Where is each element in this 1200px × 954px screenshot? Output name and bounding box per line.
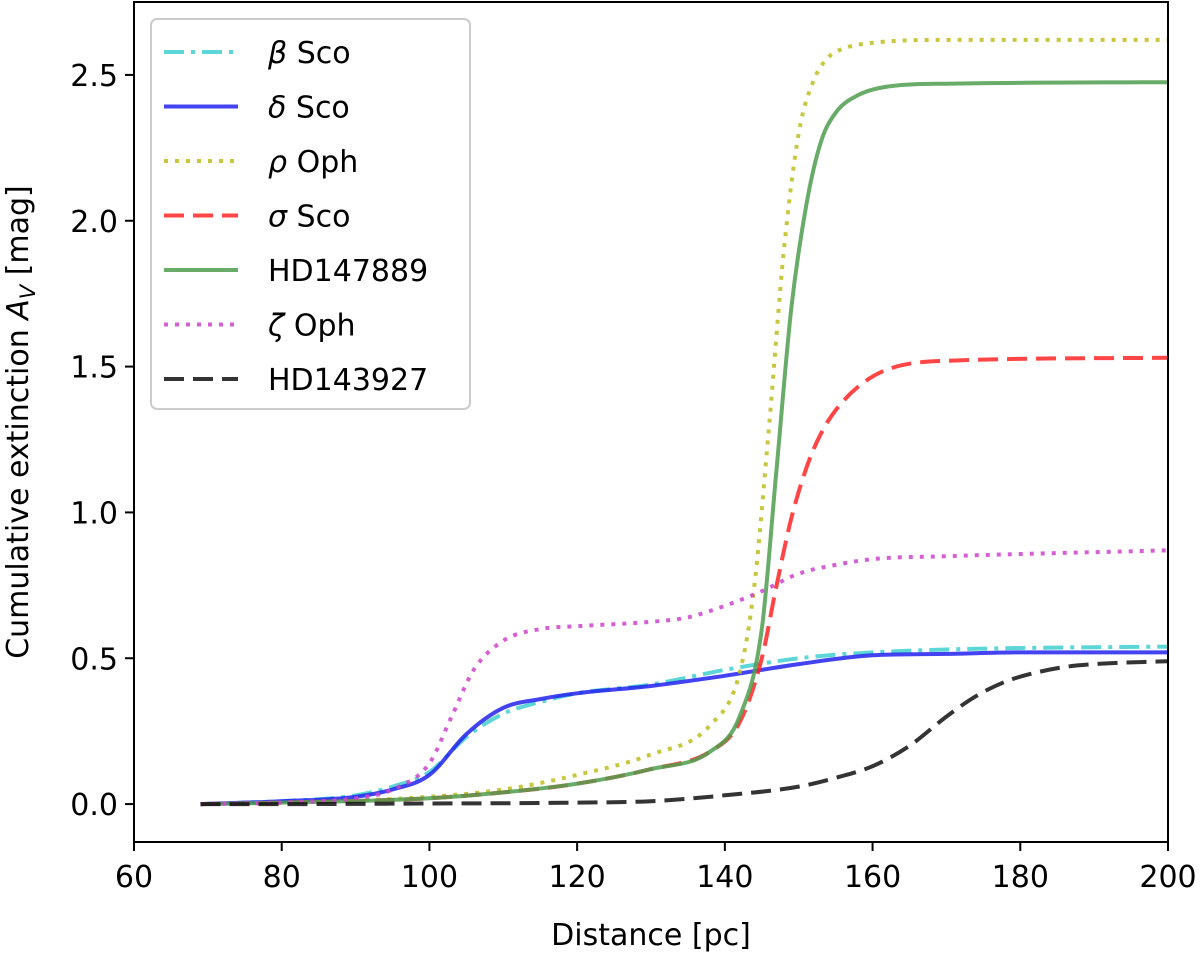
legend-label: δ Sco bbox=[268, 91, 350, 126]
x-tick-label: 160 bbox=[844, 860, 901, 895]
legend-label-text: HD147889 bbox=[268, 254, 428, 289]
y-tick-label: 1.0 bbox=[70, 496, 118, 531]
y-tick-label: 0.0 bbox=[70, 788, 118, 823]
x-tick-label: 120 bbox=[549, 860, 606, 895]
y-axis-label-prefix: Cumulative extinction bbox=[1, 320, 36, 659]
legend-label: HD147889 bbox=[268, 254, 428, 289]
series-line-4 bbox=[200, 80, 1169, 807]
legend-label: HD143927 bbox=[268, 363, 428, 398]
legend-label-symbol: ζ bbox=[267, 309, 286, 344]
x-tick-label: 180 bbox=[992, 860, 1049, 895]
x-tick-label: 60 bbox=[115, 860, 153, 895]
legend-box bbox=[150, 18, 471, 410]
legend-label-text: Sco bbox=[287, 200, 350, 235]
y-axis-label-symbol: A bbox=[1, 299, 36, 322]
y-axis-label-subscript: V bbox=[16, 283, 40, 299]
legend-label-text: Sco bbox=[286, 91, 349, 126]
legend-label-symbol: δ bbox=[268, 91, 286, 126]
y-tick-label: 1.5 bbox=[70, 351, 118, 386]
x-tick-label: 100 bbox=[401, 860, 458, 895]
series-line-0 bbox=[200, 644, 1169, 807]
legend-label: ζ Oph bbox=[267, 309, 356, 344]
legend-label: β Sco bbox=[267, 36, 351, 71]
y-tick-label: 2.5 bbox=[70, 59, 118, 94]
y-axis: 0.0 0.5 1.0 1.5 2.0 2.5 bbox=[70, 59, 134, 823]
x-axis: 60 80 100 120 140 160 180 200 bbox=[115, 842, 1197, 895]
series-layer bbox=[200, 37, 1169, 807]
legend-label-text: Oph bbox=[284, 309, 355, 344]
x-tick-label: 140 bbox=[696, 860, 753, 895]
x-axis-label: Distance [pc] bbox=[551, 918, 751, 953]
legend-label: σ Sco bbox=[268, 200, 350, 235]
legend-label-symbol: β bbox=[267, 36, 287, 71]
y-axis-label-suffix: [mag] bbox=[1, 185, 36, 285]
legend-label-symbol: ρ bbox=[268, 145, 287, 180]
x-tick-label: 80 bbox=[263, 860, 301, 895]
series-line-3 bbox=[200, 355, 1169, 807]
y-tick-label: 2.0 bbox=[70, 205, 118, 240]
legend-label-text: Oph bbox=[287, 145, 358, 180]
y-tick-label: 0.5 bbox=[70, 642, 118, 677]
y-axis-label: Cumulative extinction AV [mag] bbox=[1, 185, 40, 659]
x-tick-label: 200 bbox=[1139, 860, 1196, 895]
plot-frame bbox=[133, 1, 1169, 843]
legend-label: ρ Oph bbox=[268, 145, 358, 180]
legend-label-text: Sco bbox=[287, 36, 350, 71]
legend-label-symbol: σ bbox=[268, 200, 288, 235]
series-line-1 bbox=[200, 650, 1168, 807]
legend-label-text: HD143927 bbox=[268, 363, 428, 398]
series-line-6 bbox=[200, 659, 1169, 807]
